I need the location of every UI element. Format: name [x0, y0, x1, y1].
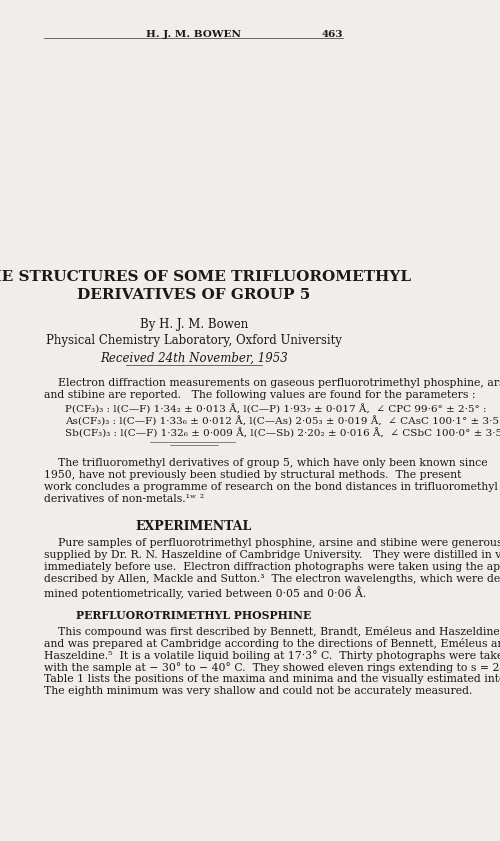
Text: By H. J. M. Bowen: By H. J. M. Bowen — [140, 318, 248, 331]
Text: supplied by Dr. R. N. Haszeldine of Cambridge University.   They were distilled : supplied by Dr. R. N. Haszeldine of Camb… — [44, 550, 500, 560]
Text: described by Allen, Mackle and Sutton.³  The electron wavelengths, which were de: described by Allen, Mackle and Sutton.³ … — [44, 574, 500, 584]
Text: Physical Chemistry Laboratory, Oxford University: Physical Chemistry Laboratory, Oxford Un… — [46, 334, 342, 347]
Text: Pure samples of perfluorotrimethyl phosphine, arsine and stibine were generously: Pure samples of perfluorotrimethyl phosp… — [58, 538, 500, 548]
Text: 463: 463 — [322, 30, 344, 39]
Text: H. J. M. BOWEN: H. J. M. BOWEN — [146, 30, 242, 39]
Text: with the sample at − 30° to − 40° C.  They showed eleven rings extending to s = : with the sample at − 30° to − 40° C. The… — [44, 662, 500, 673]
Text: THE STRUCTURES OF SOME TRIFLUOROMETHYL: THE STRUCTURES OF SOME TRIFLUOROMETHYL — [0, 270, 412, 284]
Text: P(CF₃)₃ : l(C—F) 1·34₂ ± 0·013 Å, l(C—P) 1·93₇ ± 0·017 Å,  ∠ CPC 99·6° ± 2·5° :: P(CF₃)₃ : l(C—F) 1·34₂ ± 0·013 Å, l(C—P)… — [64, 404, 486, 415]
Text: This compound was first described by Bennett, Brandt, Eméleus and Haszeldine,⁴: This compound was first described by Ben… — [58, 626, 500, 637]
Text: and was prepared at Cambridge according to the directions of Bennett, Eméleus an: and was prepared at Cambridge according … — [44, 638, 500, 649]
Text: mined potentiometrically, varied between 0·05 and 0·06 Å.: mined potentiometrically, varied between… — [44, 586, 366, 599]
Text: immediately before use.  Electron diffraction photographs were taken using the a: immediately before use. Electron diffrac… — [44, 562, 500, 572]
Text: PERFLUOROTRIMETHYL PHOSPHINE: PERFLUOROTRIMETHYL PHOSPHINE — [76, 610, 312, 621]
Text: The eighth minimum was very shallow and could not be accurately measured.: The eighth minimum was very shallow and … — [44, 686, 472, 696]
Text: work concludes a programme of research on the bond distances in trifluoromethyl: work concludes a programme of research o… — [44, 482, 498, 492]
Text: Received 24th November, 1953: Received 24th November, 1953 — [100, 352, 288, 365]
Text: derivatives of non-metals.¹ʷ ²: derivatives of non-metals.¹ʷ ² — [44, 494, 204, 504]
Text: Electron diffraction measurements on gaseous perfluorotrimethyl phosphine, arsin: Electron diffraction measurements on gas… — [58, 378, 500, 388]
Text: 1950, have not previously been studied by structural methods.  The present: 1950, have not previously been studied b… — [44, 470, 462, 480]
Text: and stibine are reported.   The following values are found for the parameters :: and stibine are reported. The following … — [44, 390, 476, 400]
Text: Haszeldine.⁵  It is a volatile liquid boiling at 17·3° C.  Thirty photographs we: Haszeldine.⁵ It is a volatile liquid boi… — [44, 650, 500, 661]
Text: Table 1 lists the positions of the maxima and minima and the visually estimated : Table 1 lists the positions of the maxim… — [44, 674, 500, 684]
Text: EXPERIMENTAL: EXPERIMENTAL — [136, 520, 252, 533]
Text: Sb(CF₃)₃ : l(C—F) 1·32₆ ± 0·009 Å, l(C—Sb) 2·20₂ ± 0·016 Å,  ∠ CSbC 100·0° ± 3·5: Sb(CF₃)₃ : l(C—F) 1·32₆ ± 0·009 Å, l(C—S… — [64, 428, 500, 438]
Text: The trifluoromethyl derivatives of group 5, which have only been known since: The trifluoromethyl derivatives of group… — [58, 458, 488, 468]
Text: As(CF₃)₃ : l(C—F) 1·33₆ ± 0·012 Å, l(C—As) 2·05₃ ± 0·019 Å,  ∠ CAsC 100·1° ± 3·5: As(CF₃)₃ : l(C—F) 1·33₆ ± 0·012 Å, l(C—A… — [64, 416, 500, 426]
Text: DERIVATIVES OF GROUP 5: DERIVATIVES OF GROUP 5 — [77, 288, 310, 302]
